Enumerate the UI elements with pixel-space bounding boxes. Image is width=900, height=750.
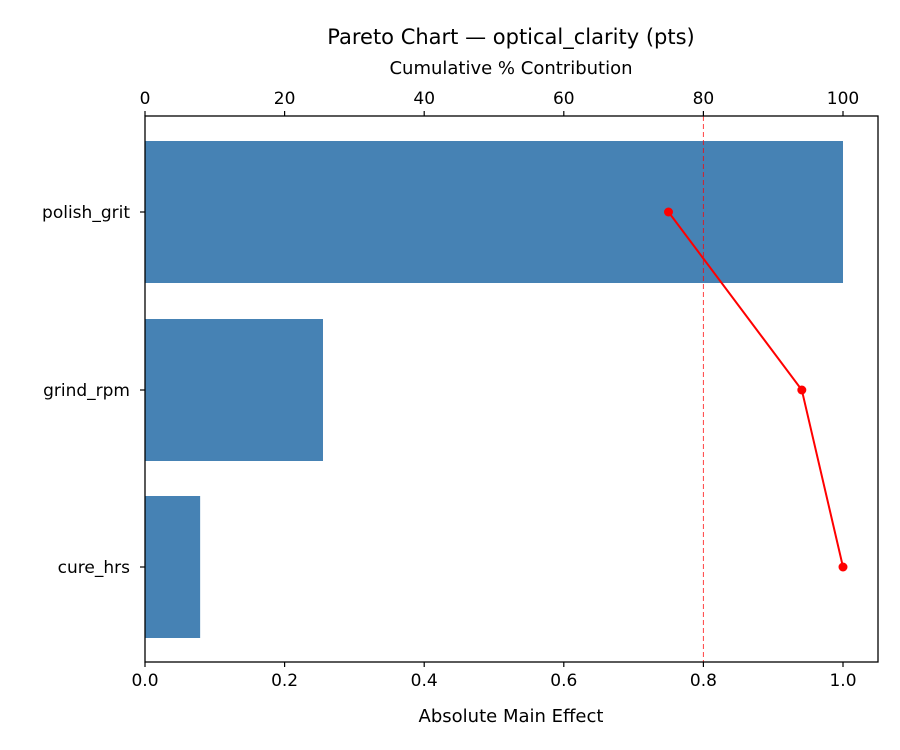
x-tick-label: 0.2 (271, 671, 298, 691)
x-tick-label: 0.6 (550, 671, 577, 691)
bars-group (145, 141, 843, 638)
y-tick-label: polish_grit (42, 203, 130, 223)
bar-grind_rpm (145, 319, 323, 461)
x-tick-label: 1.0 (829, 671, 856, 691)
bottom-axis-label: Absolute Main Effect (419, 706, 604, 727)
cum-point-cure_hrs (838, 562, 848, 572)
y-axis: polish_grit grind_rpm cure_hrs (42, 203, 145, 578)
top-axis-label: Cumulative % Contribution (389, 58, 632, 79)
x2-tick-label: 100 (827, 89, 859, 109)
x-tick-label: 0.4 (411, 671, 438, 691)
x-tick-label: 0.8 (690, 671, 717, 691)
chart-title: Pareto Chart — optical_clarity (pts) (327, 25, 694, 50)
x2-tick-label: 0 (140, 89, 151, 109)
y-tick-label: grind_rpm (43, 381, 130, 401)
bar-polish_grit (145, 141, 843, 283)
x-axis-bottom: 0.0 0.2 0.4 0.6 0.8 1.0 (131, 662, 857, 691)
cumulative-points (664, 207, 848, 572)
x-axis-top: 0 20 40 60 80 100 (140, 89, 859, 116)
x2-tick-label: 80 (693, 89, 715, 109)
cum-point-grind_rpm (797, 385, 807, 395)
y-tick-label: cure_hrs (58, 558, 130, 578)
x2-tick-label: 60 (553, 89, 575, 109)
cum-point-polish_grit (664, 207, 673, 217)
x2-tick-label: 20 (274, 89, 296, 109)
x2-tick-label: 40 (413, 89, 435, 109)
bar-cure_hrs (145, 496, 201, 638)
x-tick-label: 0.0 (131, 671, 158, 691)
plot-frame (144, 115, 879, 663)
